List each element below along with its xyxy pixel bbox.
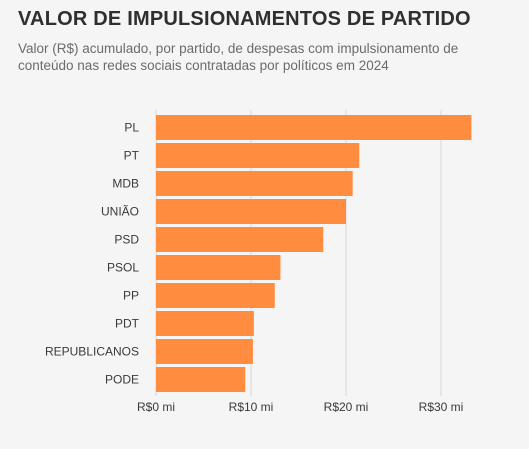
category-label: UNIÃO bbox=[101, 205, 139, 219]
chart-title: VALOR DE IMPULSIONAMENTOS DE PARTIDO bbox=[18, 8, 471, 30]
category-label: PP bbox=[123, 289, 139, 303]
category-label: PL bbox=[124, 121, 139, 135]
x-tick-label: R$20 mi bbox=[324, 400, 369, 414]
chart-subtitle: Valor (R$) acumulado, por partido, de de… bbox=[18, 41, 459, 73]
category-label: PDT bbox=[115, 317, 140, 331]
bar-psd bbox=[156, 227, 324, 252]
bar-pdt bbox=[156, 311, 254, 336]
x-tick-label: R$0 mi bbox=[137, 400, 175, 414]
bar-união bbox=[156, 199, 346, 224]
category-label: PT bbox=[124, 149, 140, 163]
category-label: PSD bbox=[114, 233, 139, 247]
bars bbox=[156, 115, 472, 392]
x-axis-tick-labels: R$0 mi R$10 mi R$20 mi R$30 mi bbox=[137, 400, 463, 414]
bar-mdb bbox=[156, 171, 353, 196]
x-tick-label: R$10 mi bbox=[229, 400, 274, 414]
bar-psol bbox=[156, 255, 281, 280]
bar-pode bbox=[156, 367, 246, 392]
category-labels: PL PT MDB UNIÃO PSD PSOL PP PDT REPUBLICANOS PODE bbox=[45, 121, 140, 387]
category-label: PSOL bbox=[107, 261, 139, 275]
category-label: MDB bbox=[112, 177, 139, 191]
category-label: PODE bbox=[105, 373, 139, 387]
x-tick-label: R$30 mi bbox=[419, 400, 464, 414]
bar-republicanos bbox=[156, 339, 253, 364]
bar-pt bbox=[156, 143, 360, 168]
category-label: REPUBLICANOS bbox=[45, 345, 139, 359]
bar-pp bbox=[156, 283, 275, 308]
bar-pl bbox=[156, 115, 472, 140]
